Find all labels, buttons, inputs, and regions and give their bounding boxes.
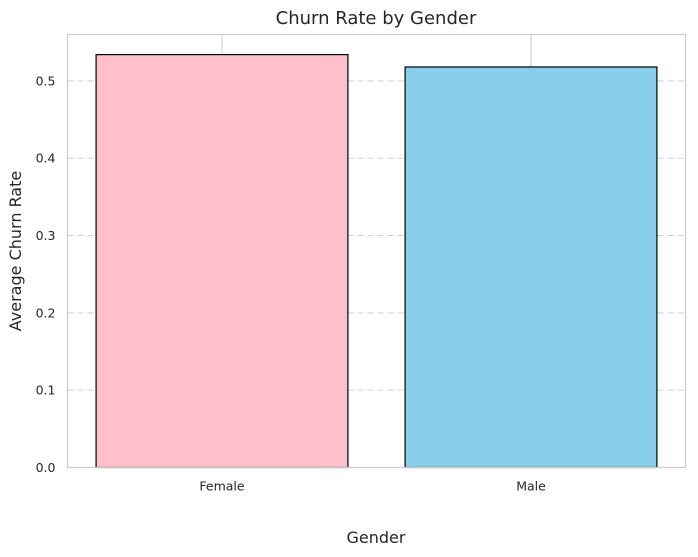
bar-female: [95, 54, 349, 469]
x-tick-label: Female: [199, 479, 245, 494]
y-tick-label: 0.3: [36, 228, 56, 243]
x-axis-label: Gender: [347, 528, 406, 547]
y-tick-label: 0.1: [36, 383, 56, 398]
y-tick-label: 0.5: [36, 73, 56, 88]
y-tick-label: 0.4: [36, 151, 56, 166]
y-tick-label: 0.0: [36, 460, 56, 475]
ticks: Female Male 0.0 0.1 0.2 0.3 0.4 0.5: [36, 73, 547, 493]
bar-male: [404, 66, 658, 469]
y-axis-label: Average Churn Rate: [6, 171, 25, 331]
x-tick-label: Male: [516, 479, 546, 494]
chart-title: Churn Rate by Gender: [276, 8, 477, 29]
y-tick-label: 0.2: [36, 305, 56, 320]
plot-frame: [66, 33, 687, 469]
bars: [95, 54, 658, 469]
